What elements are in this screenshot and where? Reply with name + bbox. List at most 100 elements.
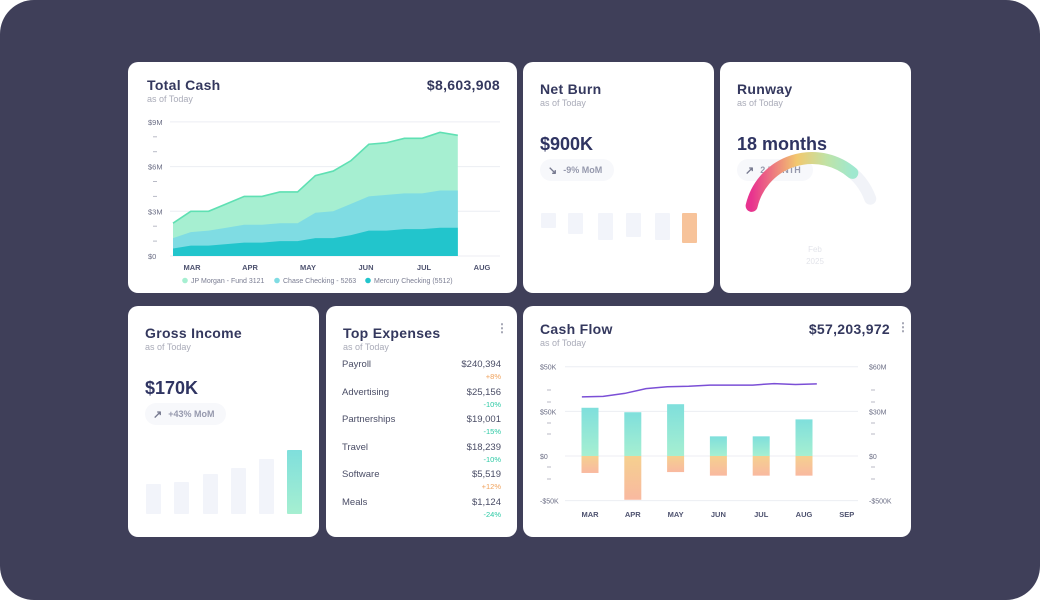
net-burn-change-badge: ↘ -9% MoM	[540, 159, 615, 181]
left-tick-label: $50K	[540, 409, 557, 416]
expense-row[interactable]: Partnerships $19,001 -15%	[342, 414, 501, 442]
inflow-bar	[624, 412, 642, 456]
change-text: +43% MoM	[168, 409, 215, 419]
x-tick-label: AUG	[796, 510, 813, 519]
expense-change: -24%	[483, 509, 501, 519]
card-title: Runway	[737, 81, 793, 97]
net-burn-bars	[541, 213, 697, 243]
burn-bar	[626, 213, 641, 237]
legend-marker	[365, 277, 371, 284]
x-tick-label: AUG	[474, 263, 491, 272]
right-tick-label: $60M	[869, 365, 887, 372]
expense-name: Partnerships	[342, 414, 396, 425]
expense-row[interactable]: Travel $18,239 -10%	[342, 442, 501, 470]
card-subtitle: as of Today	[540, 338, 586, 348]
outflow-bar	[752, 456, 770, 476]
outflow-bar	[624, 456, 642, 500]
outflow-bar	[795, 456, 813, 476]
burn-bar	[682, 213, 697, 243]
x-tick-label: MAY	[300, 263, 316, 272]
expense-amount: $19,001	[466, 414, 501, 425]
balance-line	[581, 382, 817, 398]
expense-change: -15%	[483, 427, 501, 436]
gross-income-value: $170K	[145, 378, 199, 398]
income-bar	[203, 474, 218, 514]
right-tick-label: $30M	[869, 409, 887, 416]
top-expenses-card: Top Expenses as of Today ⋮ Payroll $240,3…	[326, 306, 517, 537]
expense-row[interactable]: Software $5,519 +12%	[342, 469, 501, 497]
left-tick-label: $50K	[540, 365, 557, 372]
gross-income-card: Gross Income as of Today $170K ↗ +43% MoM	[128, 306, 319, 537]
expense-name: Advertising	[342, 386, 389, 398]
expense-change: +12%	[481, 482, 501, 491]
x-tick-label: MAR	[183, 263, 201, 272]
inflow-bar	[795, 419, 813, 456]
expense-row[interactable]: Meals $1,124 -24%	[342, 497, 501, 525]
x-tick-label: APR	[625, 510, 641, 519]
x-tick-label: MAY	[668, 510, 684, 519]
right-tick-label: -$500K	[869, 499, 892, 506]
burn-bar	[568, 213, 583, 234]
arrow-up-right-icon: ↗	[153, 408, 163, 421]
card-title: Top Expenses	[343, 325, 441, 341]
right-tick-label: $0	[869, 454, 877, 461]
expense-name: Software	[342, 469, 380, 480]
income-bar	[287, 450, 302, 514]
expense-change: -10%	[483, 399, 501, 409]
expense-name: Meals	[342, 496, 368, 508]
change-text: -9% MoM	[563, 165, 603, 175]
more-options-icon[interactable]: ⋮	[496, 321, 508, 335]
inflow-bar	[667, 404, 685, 456]
legend-marker	[182, 277, 188, 284]
total-cash-card: Total Cash as of Today $8,603,908 $9M $6M…	[128, 62, 517, 293]
expense-amount: $5,519	[471, 469, 501, 480]
burn-bar	[655, 213, 670, 240]
burn-bar	[541, 213, 556, 228]
y-tick-label: $3M	[148, 207, 163, 216]
card-subtitle: as of Today	[343, 342, 389, 352]
card-title: Net Burn	[540, 81, 602, 97]
income-bar	[174, 482, 189, 514]
x-tick-label: JUN	[711, 510, 726, 519]
expense-row[interactable]: Payroll $240,394 +8%	[342, 359, 501, 387]
runway-value: 18 months	[737, 134, 828, 154]
gauge-fill	[745, 152, 859, 212]
inflow-bar	[581, 407, 599, 456]
gauge-year: 2025	[806, 257, 824, 266]
outflow-bar	[667, 456, 685, 473]
area-mercury-checking-5512-	[173, 227, 458, 256]
income-bar	[146, 484, 161, 514]
expense-row[interactable]: Advertising $25,156 -10%	[342, 387, 501, 415]
left-tick-label: -$50K	[540, 499, 559, 506]
outflow-bar	[581, 456, 599, 473]
x-tick-label: SEP	[839, 510, 854, 519]
legend-label: Mercury Checking (5512)	[374, 278, 453, 285]
card-subtitle: as of Today	[540, 98, 586, 108]
arrow-up-right-icon: ↗	[745, 164, 755, 177]
net-burn-value: $900K	[540, 134, 594, 154]
x-tick-label: JUL	[754, 510, 769, 519]
card-title: Cash Flow	[540, 321, 613, 337]
y-tick-label: $9M	[148, 118, 163, 127]
arrow-down-right-icon: ↘	[548, 164, 558, 177]
card-subtitle: as of Today	[145, 342, 191, 352]
income-bar	[259, 459, 274, 514]
inflow-bar	[752, 436, 770, 456]
y-tick-label: $0	[148, 252, 156, 261]
expense-change: +8%	[485, 372, 501, 381]
cash-flow-chart: $50K $60M $50K $30M $0 $0 -$50K -$500K MAR APR MAY…	[540, 365, 892, 519]
y-tick-label: $6M	[148, 163, 163, 172]
total-cash-amount: $8,603,908	[426, 77, 500, 93]
x-tick-label: MAR	[581, 510, 599, 519]
card-subtitle: as of Today	[147, 94, 193, 104]
expense-amount: $240,394	[461, 359, 501, 370]
runway-card: Runway as of Today 18 months ↗ 2 MONTH Fe…	[720, 62, 911, 293]
runway-gauge: Feb 2025	[745, 152, 877, 266]
legend-label: Chase Checking - 5263	[283, 278, 356, 285]
x-tick-label: APR	[242, 263, 258, 272]
left-tick-label: $0	[540, 454, 548, 461]
card-title: Gross Income	[145, 325, 242, 341]
expense-amount: $18,239	[466, 441, 501, 453]
cash-flow-card: Cash Flow as of Today $57,203,972 ⋮ $50K…	[523, 306, 911, 537]
gauge-month: Feb	[808, 245, 822, 254]
